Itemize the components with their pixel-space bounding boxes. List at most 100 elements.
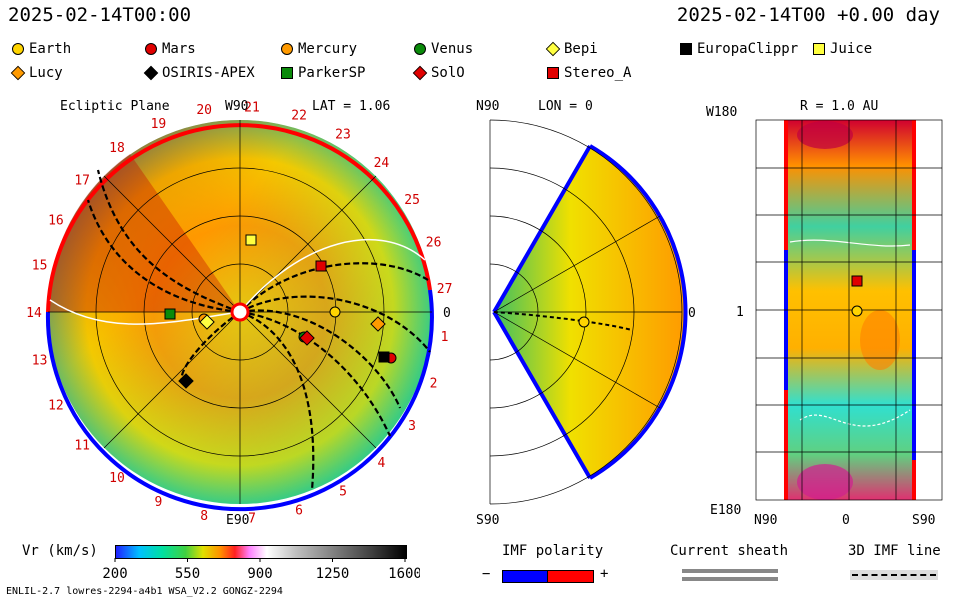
legend-label: Lucy [29,65,63,81]
meridional-grid [489,119,683,505]
legend-item-stereo-a: Stereo_A [547,62,680,84]
meridional-imf-line [493,311,633,331]
square-marker-icon [680,43,692,55]
carrington-tick-label: 25 [404,193,420,208]
carrington-tick-label: 4 [377,456,385,471]
colorbar-tick-label: 550 [175,566,200,582]
synoptic-current-sheet-2 [799,409,911,427]
synoptic-grid [755,119,943,501]
synoptic-x-mid: 0 [842,513,850,528]
carrington-tick-label: 20 [196,103,212,118]
current-sheath-line-1 [682,569,778,573]
imf-line-sample [852,574,936,576]
legend-label: Stereo_A [564,65,632,81]
carrington-tick-label: 14 [26,306,42,321]
header-right-time: 2025-02-14T00 +0.00 day [676,4,940,26]
legend-item-bepi: Bepi [545,38,680,60]
carrington-tick-label: 10 [109,471,125,486]
colorbar-ticks: 200 550 900 1250 1600 [102,558,420,582]
meridional-earth-marker [578,316,590,328]
imf-polarity-title: IMF polarity [502,543,604,559]
diamond-marker-icon [143,65,159,81]
legend-label: SolO [431,65,465,81]
meridional-outer-arc [588,144,688,480]
ecliptic-carrington-ticks: 20 21222324252627123456789101112131415161… [26,100,452,526]
carrington-tick-label: 6 [295,503,303,518]
synoptic-x-right: S90 [912,513,935,528]
diamond-marker-icon [10,65,26,81]
colorbar-tick-label: 1250 [316,566,350,582]
colorbar-tick-label: 200 [102,566,127,582]
current-sheath-line-2 [682,577,778,581]
diamond-marker-icon [545,41,561,57]
ecliptic-spacecraft [164,234,397,389]
carrington-tick-label: 16 [48,214,64,229]
colorbar-tick-label: 1600 [388,566,420,582]
meridional-lon-label: LON = 0 [538,99,593,114]
legend-item-osiris-apex: OSIRIS-APEX [143,62,281,84]
circle-marker-icon [281,43,293,55]
legend-label: ParkerSP [298,65,366,81]
meridional-panel: N90 S90 LON = 0 0 [476,99,696,528]
legend-item-europaclippr: EuropaClippr [680,38,813,60]
synoptic-earth-marker [851,305,863,317]
imf-polarity-neg-label: − [482,566,491,582]
legend-label: Juice [830,41,873,57]
ecliptic-title: Ecliptic Plane [60,99,170,114]
legend-label: Mars [162,41,196,57]
synoptic-bottom-left: E180 [710,503,741,518]
ecliptic-bottom-label: E90 [226,513,249,528]
earth-marker [329,306,341,318]
colorbar-tick-label: 900 [247,566,272,582]
carrington-tick-label: 24 [374,156,390,171]
ecliptic-polarity-positive-arc [46,123,432,313]
carrington-tick-label: 17 [74,174,90,189]
meridional-bottom-label: S90 [476,513,499,528]
stereo-a-marker [315,260,327,272]
meridional-top-label: N90 [476,99,499,114]
plot-panels: 20 21222324252627123456789101112131415161… [26,99,943,528]
carrington-tick-label: 23 [335,128,351,143]
legend-item-earth: Earth [12,38,145,60]
meridional-north-edge [492,144,592,314]
carrington-tick-label: 12 [48,399,64,414]
legend-label: Earth [29,41,72,57]
legend-item-parkersp: ParkerSP [281,62,414,84]
synoptic-x-left: N90 [754,513,777,528]
legend-label: OSIRIS-APEX [162,65,255,81]
carrington-tick-label: 7 [248,512,256,527]
carrington-tick-label: 18 [109,141,125,156]
synoptic-current-sheet [789,239,911,247]
current-sheath-title: Current sheath [670,543,789,559]
square-marker-icon [547,67,559,79]
legend-label: Bepi [564,41,598,57]
legend-item-solo: SolO [412,62,547,84]
imf-polarity-pos-swatch [547,570,594,583]
ecliptic-panel: 20 21222324252627123456789101112131415161… [26,99,452,528]
imf-polarity-neg-swatch [502,570,549,583]
legend-item-mars: Mars [145,38,281,60]
meridional-right-label: 0 [688,306,696,321]
circle-marker-icon [414,43,426,55]
circle-marker-icon [145,43,157,55]
synoptic-stereo-a-marker [851,275,863,287]
lucy-marker [370,316,386,332]
bepi-marker [199,314,215,330]
meridional-south-edge [492,310,592,480]
carrington-tick-label: 22 [291,109,307,124]
carrington-tick-label: 26 [426,236,442,251]
ecliptic-polarity-negative-arc [45,289,434,512]
parkersp-marker [164,308,176,320]
carrington-tick-label: 21 [244,100,260,115]
square-marker-icon [281,67,293,79]
ecliptic-lat-label: LAT = 1.06 [312,99,390,114]
carrington-tick-label: 2 [430,377,438,392]
colorbar [115,545,407,559]
carrington-tick-label: 5 [339,484,347,499]
legend-item-lucy: Lucy [10,62,145,84]
carrington-tick-label: 1 [441,330,449,345]
carrington-tick-label: 8 [200,509,208,524]
ecliptic-top-label: W90 [225,99,248,114]
europaclippr-marker [378,351,390,363]
square-marker-icon [813,43,825,55]
